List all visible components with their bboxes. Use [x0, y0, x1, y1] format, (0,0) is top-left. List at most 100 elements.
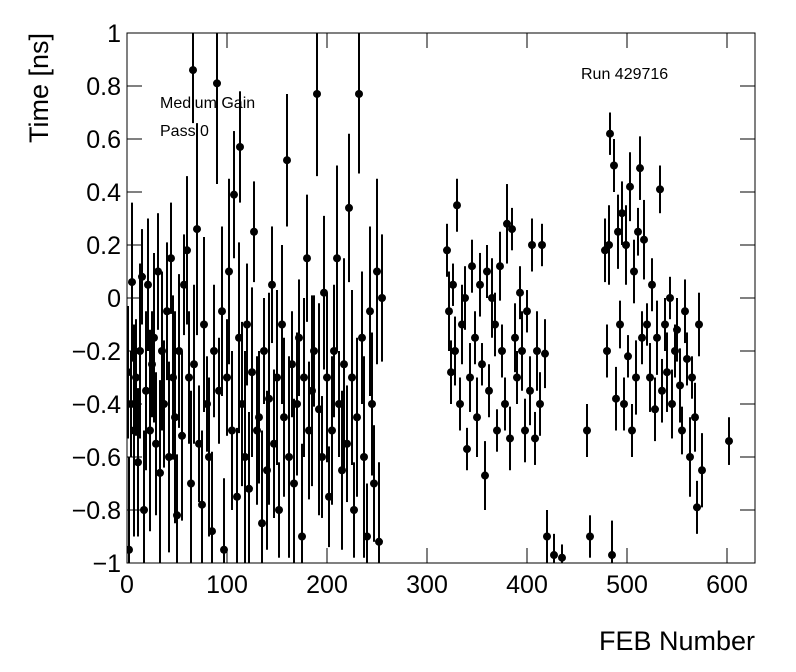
x-tick-label: 0: [120, 571, 134, 599]
point: [280, 413, 288, 422]
data-points: [127, 33, 733, 563]
y-tick-label: −0.6: [72, 444, 121, 472]
point: [531, 434, 539, 443]
point: [528, 241, 536, 249]
point: [661, 320, 669, 329]
point: [466, 373, 474, 382]
point: [695, 320, 703, 329]
point: [526, 386, 534, 395]
point: [208, 527, 216, 536]
point: [241, 453, 249, 461]
point: [658, 386, 666, 395]
point: [614, 227, 622, 236]
point: [493, 426, 501, 435]
point: [340, 360, 348, 369]
point: [481, 471, 489, 480]
y-tick-label: −1: [92, 550, 121, 578]
point: [210, 347, 218, 355]
point: [683, 354, 691, 363]
point: [200, 320, 208, 329]
point: [608, 551, 616, 560]
point: [550, 551, 558, 560]
point: [451, 347, 459, 355]
point: [243, 320, 251, 329]
point: [163, 307, 171, 316]
point: [248, 368, 256, 377]
point: [634, 227, 642, 236]
point: [132, 373, 140, 382]
annotation: Pass 0: [160, 123, 209, 140]
point: [630, 267, 638, 276]
point: [622, 241, 630, 249]
y-axis-title: Time [ns]: [24, 33, 54, 143]
point: [676, 381, 684, 390]
point: [583, 426, 591, 435]
point: [651, 405, 659, 414]
point: [498, 347, 506, 355]
point: [536, 400, 544, 408]
point: [343, 439, 351, 448]
point: [461, 294, 469, 302]
point: [230, 190, 238, 199]
point: [275, 506, 283, 514]
point: [293, 400, 301, 408]
point: [445, 307, 453, 316]
x-tick-label: 200: [306, 571, 348, 599]
point: [673, 325, 681, 334]
point: [518, 347, 526, 355]
point: [323, 373, 331, 382]
point: [663, 368, 671, 377]
point: [348, 373, 356, 382]
point: [190, 360, 198, 369]
point: [223, 373, 231, 382]
point: [558, 553, 566, 562]
point: [167, 254, 175, 263]
point: [333, 254, 341, 263]
point: [260, 347, 268, 355]
point: [605, 241, 613, 249]
x-tick-label: 600: [706, 571, 748, 599]
y-tick-label: −0.4: [72, 391, 121, 419]
x-tick-label: 500: [606, 571, 648, 599]
point: [483, 267, 491, 276]
point: [476, 280, 484, 289]
point: [278, 320, 286, 329]
annotation: Run 429716: [581, 66, 668, 83]
point: [187, 479, 195, 488]
point: [473, 413, 481, 422]
point: [288, 360, 296, 369]
y-tick-label: −0.2: [72, 338, 121, 366]
point: [691, 413, 699, 422]
point: [447, 368, 455, 377]
point: [258, 519, 266, 528]
point: [171, 413, 179, 422]
x-axis-title: FEB Number: [599, 626, 755, 656]
point: [298, 532, 306, 541]
point: [653, 333, 661, 342]
point: [146, 426, 154, 435]
point: [350, 506, 358, 514]
point: [268, 280, 276, 289]
point: [185, 373, 193, 382]
point: [368, 400, 376, 408]
point: [516, 288, 524, 297]
point: [640, 235, 648, 244]
point: [265, 394, 273, 403]
point: [541, 349, 549, 358]
point: [626, 182, 634, 191]
point: [353, 413, 361, 422]
y-tick-label: 0.2: [86, 232, 121, 260]
point: [586, 532, 594, 541]
point: [456, 400, 464, 408]
point: [513, 373, 521, 382]
point: [523, 307, 531, 316]
y-tick-label: 0.4: [86, 179, 121, 207]
point: [449, 280, 457, 289]
point: [485, 386, 493, 395]
point: [310, 347, 318, 355]
point: [656, 185, 664, 194]
point: [468, 262, 476, 271]
point: [533, 347, 541, 355]
point: [620, 400, 628, 408]
point: [378, 294, 386, 302]
